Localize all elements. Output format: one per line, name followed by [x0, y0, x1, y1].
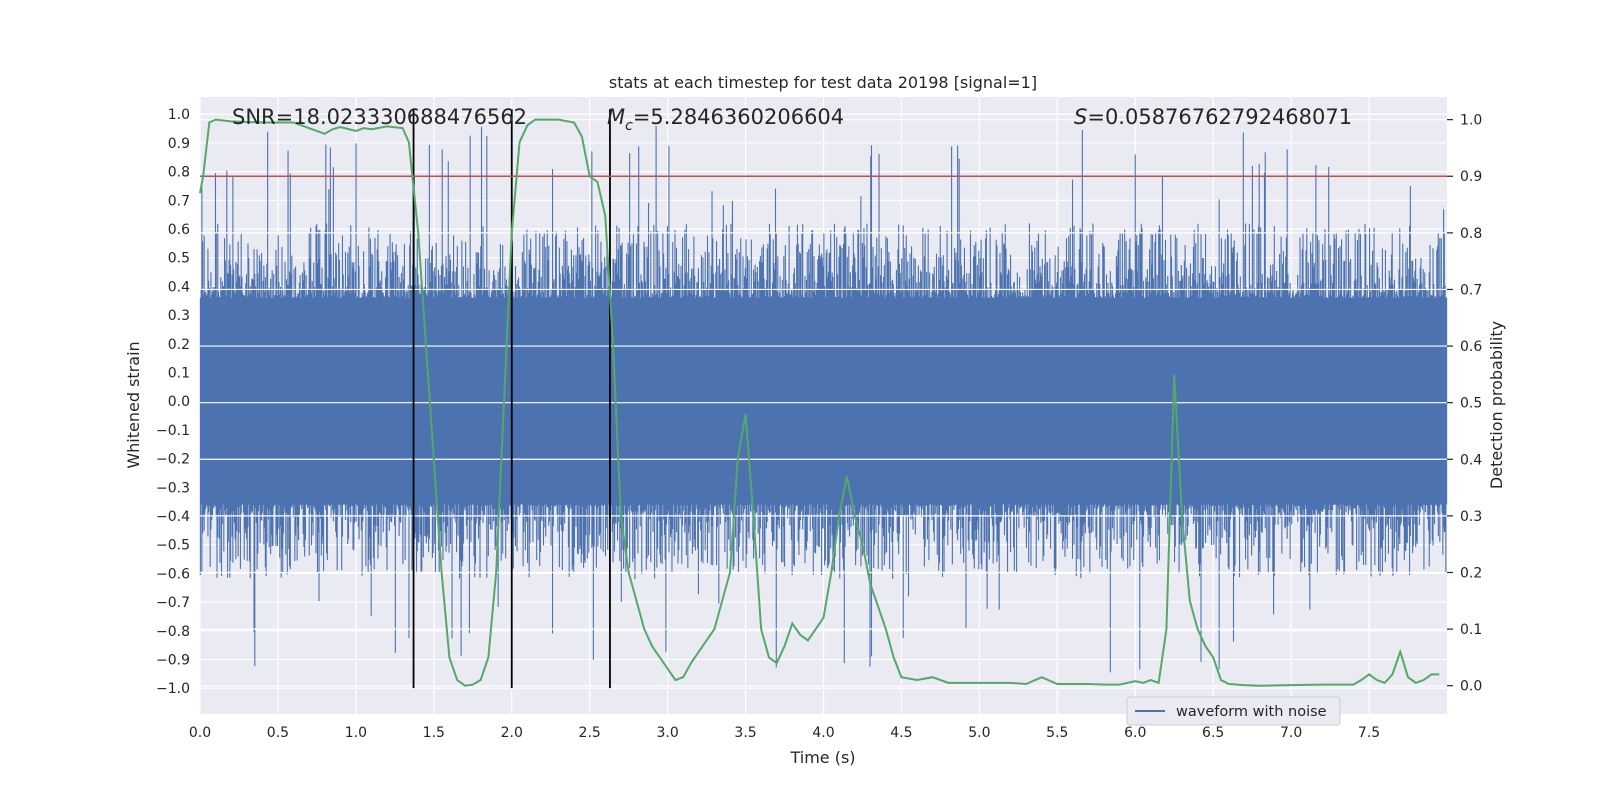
right-y-tick-label: 0.9	[1460, 169, 1482, 185]
chirp-mass-subscript: c	[625, 118, 633, 134]
x-tick-label: 1.0	[345, 725, 367, 741]
left-y-tick-label: 0.6	[168, 222, 190, 238]
left-y-tick-label: −0.7	[156, 595, 190, 611]
legend-label-waveform: waveform with noise	[1176, 704, 1327, 720]
x-tick-label: 2.5	[579, 725, 601, 741]
left-y-tick-label: 0.3	[168, 308, 190, 324]
vertical-lines	[412, 109, 611, 689]
x-tick-label: 7.0	[1280, 725, 1302, 741]
left-y-tick-label: −0.5	[156, 538, 190, 554]
right-y-tick-labels: 1.0 0.9 0.8 0.7 0.6 0.5 0.4 0.3 0.2 0.1 0.0	[1447, 113, 1482, 695]
x-tick-label: 5.0	[968, 725, 990, 741]
x-axis-label: Time (s)	[789, 748, 855, 767]
x-tick-labels: 0.0 0.5 1.0 1.5 2.0 2.5 3.0 3.5 4.0 4.5 5.0 5.5 6.0 6…	[189, 725, 1380, 741]
right-y-tick-label: 0.0	[1460, 679, 1482, 695]
chirp-mass-value: =5.2846360206604	[633, 105, 844, 129]
left-y-tick-label: −0.4	[156, 509, 190, 525]
right-y-tick-label: 0.5	[1460, 396, 1482, 412]
right-y-tick-label: 0.4	[1460, 452, 1482, 468]
left-y-tick-labels: 1.0 0.9 0.8 0.7 0.6 0.5 0.4 0.3 0.2 0.1 0.0 −0.1 −0.…	[156, 107, 190, 697]
x-tick-label: 4.5	[890, 725, 912, 741]
s-variable: S	[1074, 105, 1087, 129]
snr-value: =18.023330688476562	[276, 105, 527, 129]
left-y-tick-label: 0.2	[168, 337, 190, 353]
x-tick-label: 0.5	[267, 725, 289, 741]
left-y-tick-label: 0.7	[168, 193, 190, 209]
s-annotation: S=0.05876762792468071	[1074, 105, 1352, 129]
x-tick-label: 6.5	[1202, 725, 1224, 741]
right-y-axis-label: Detection probability	[1487, 321, 1506, 489]
strain-series	[199, 126, 1448, 673]
x-tick-label: 3.0	[656, 725, 678, 741]
legend-box	[1126, 696, 1341, 726]
left-y-tick-label: 1.0	[168, 107, 190, 123]
snr-variable: SNR	[232, 105, 276, 129]
left-y-tick-label: 0.0	[168, 394, 190, 410]
chart-title: stats at each timestep for test data 201…	[609, 73, 1037, 92]
x-tick-label: 0.0	[189, 725, 211, 741]
x-tick-label: 6.0	[1124, 725, 1146, 741]
left-y-tick-label: −0.6	[156, 566, 190, 582]
right-y-tick-label: 0.7	[1460, 282, 1482, 298]
right-y-tick-label: 0.3	[1460, 509, 1482, 525]
x-tick-label: 2.0	[501, 725, 523, 741]
left-y-tick-label: 0.4	[168, 279, 190, 295]
left-y-tick-label: −0.1	[156, 423, 190, 439]
probability-series	[199, 118, 1440, 687]
right-y-tick-label: 0.8	[1460, 226, 1482, 242]
probability-line	[199, 118, 1440, 687]
right-y-tick-label: 0.2	[1460, 565, 1482, 581]
x-tick-label: 3.5	[734, 725, 756, 741]
chart-mass-annotation: Mc=5.2846360206604	[607, 105, 844, 134]
x-tick-label: 5.5	[1046, 725, 1068, 741]
left-y-tick-label: 0.5	[168, 251, 190, 267]
s-value: =0.05876762792468071	[1087, 105, 1352, 129]
right-y-tick-label: 1.0	[1460, 113, 1482, 129]
right-y-tick-label: 0.1	[1460, 622, 1482, 638]
x-tick-label: 7.5	[1358, 725, 1380, 741]
chirp-mass-variable: M	[607, 105, 625, 129]
left-y-tick-label: −0.8	[156, 624, 190, 640]
left-y-tick-label: −1.0	[156, 681, 190, 697]
left-y-tick-label: 0.9	[168, 136, 190, 152]
left-y-tick-label: 0.8	[168, 165, 190, 181]
left-y-tick-label: 0.1	[168, 365, 190, 381]
x-tick-label: 4.0	[812, 725, 834, 741]
left-y-tick-label: −0.2	[156, 452, 190, 468]
left-y-tick-label: −0.3	[156, 480, 190, 496]
left-y-axis-label: Whitened strain	[124, 341, 143, 468]
right-y-tick-label: 0.6	[1460, 339, 1482, 355]
strain-dense-band	[200, 297, 1447, 505]
left-y-tick-label: −0.9	[156, 652, 190, 668]
legend: waveform with noise	[1126, 696, 1341, 726]
x-tick-label: 1.5	[423, 725, 445, 741]
snr-annotation: SNR=18.023330688476562	[232, 105, 527, 129]
